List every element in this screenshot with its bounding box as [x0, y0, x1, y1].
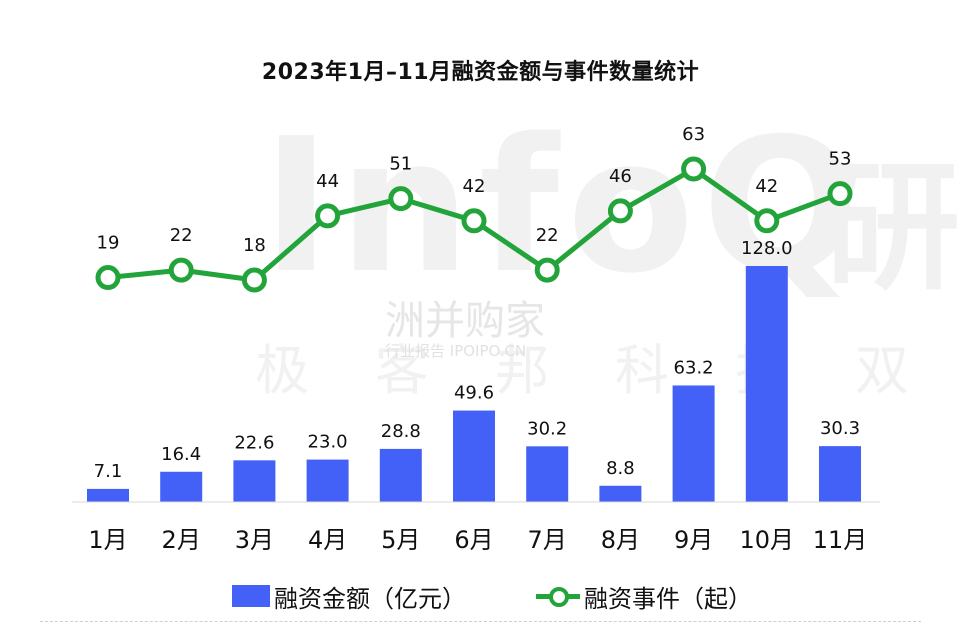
line-point-2	[168, 257, 194, 283]
bar-4	[306, 459, 349, 502]
x-tick-5: 5月	[381, 526, 420, 554]
bar-label-4: 23.0	[308, 432, 348, 453]
bar-label-9: 63.2	[674, 357, 714, 378]
x-tick-2: 2月	[162, 526, 201, 554]
line-label-8: 46	[609, 166, 632, 187]
legend-label-events: 融资事件（起）	[584, 584, 752, 613]
line-label-1: 19	[97, 233, 120, 254]
x-tick-7: 7月	[528, 526, 567, 554]
bar-8	[599, 485, 642, 502]
line-point-10	[754, 208, 780, 234]
bar-series	[87, 266, 861, 502]
line-point-3	[241, 267, 267, 293]
line-point-7	[534, 257, 560, 283]
x-tick-6: 6月	[454, 526, 493, 554]
legend-line-swatch	[536, 585, 580, 607]
legend-item-events: 融资事件（起）	[536, 578, 752, 614]
legend-bar-swatch	[232, 585, 270, 607]
bar-11	[819, 446, 861, 502]
line-label-3: 18	[243, 235, 266, 256]
bar-9	[672, 385, 715, 502]
line-points	[95, 156, 853, 293]
line-point-1	[95, 265, 121, 291]
line-label-10: 42	[755, 176, 778, 197]
x-tick-1: 1月	[88, 526, 127, 554]
bar-label-8: 8.8	[606, 458, 635, 479]
bar-label-1: 7.1	[94, 461, 123, 482]
bar-2	[160, 471, 203, 502]
bar-1	[87, 488, 129, 502]
line-label-4: 44	[316, 171, 339, 192]
chart-title: 2023年1月–11月融资金额与事件数量统计	[261, 60, 700, 85]
bar-labels: 7.1 16.4 22.6 23.0 28.8 49.6 30.2 8.8 63.2 128.0 3…	[94, 238, 860, 482]
bar-7	[526, 446, 569, 502]
legend-item-amount: 融资金额（亿元）	[232, 578, 466, 614]
line-label-11: 53	[829, 149, 852, 170]
legend-label-amount: 融资金额（亿元）	[274, 584, 466, 613]
bar-label-5: 28.8	[381, 421, 421, 442]
line-point-11	[827, 181, 853, 207]
x-tick-3: 3月	[235, 526, 274, 554]
bar-label-3: 22.6	[234, 432, 274, 453]
x-tick-4: 4月	[308, 526, 347, 554]
line-label-6: 42	[463, 176, 486, 197]
line-label-2: 22	[170, 225, 193, 246]
bar-label-6: 49.6	[454, 383, 494, 404]
bar-label-7: 30.2	[527, 418, 567, 439]
legend: 融资金额（亿元） 融资事件（起）	[0, 578, 961, 614]
line-labels: 19 22 18 44 51 42 22 46 63 42 53	[97, 124, 852, 256]
bar-3	[233, 460, 276, 502]
x-tick-11: 11月	[813, 526, 868, 554]
bar-5	[379, 448, 422, 502]
line-point-9	[681, 156, 707, 182]
bar-10	[745, 266, 788, 502]
x-tick-10: 10月	[740, 526, 795, 554]
line-point-5	[388, 186, 414, 212]
line-point-4	[315, 203, 341, 229]
bar-label-10: 128.0	[741, 238, 793, 259]
bottom-divider	[40, 621, 921, 622]
x-tick-labels: 1月 2月 3月 4月 5月 6月 7月 8月 9月 10月 11月	[88, 526, 867, 554]
line-label-9: 63	[682, 124, 705, 145]
bar-label-2: 16.4	[161, 444, 201, 465]
line-point-8	[607, 198, 633, 224]
bar-label-11: 30.3	[820, 418, 860, 439]
bar-6	[453, 410, 495, 502]
line-label-5: 51	[389, 154, 412, 175]
line-label-7: 22	[536, 225, 559, 246]
x-tick-8: 8月	[601, 526, 640, 554]
x-tick-9: 9月	[674, 526, 713, 554]
line-point-6	[461, 208, 487, 234]
